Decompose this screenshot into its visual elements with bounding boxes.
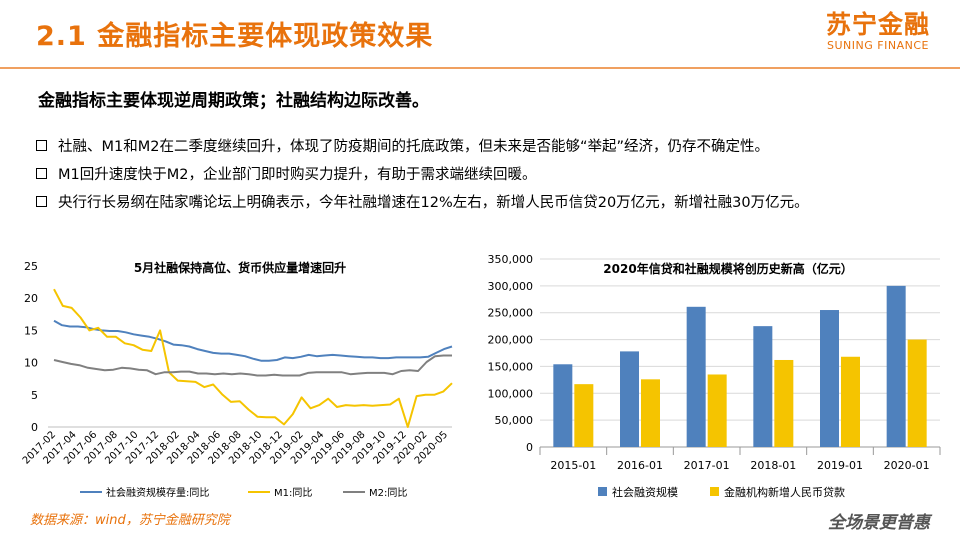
data-source: 数据来源：wind，苏宁金融研究院	[30, 513, 230, 528]
bullet-text: M1回升速度快于M2，企业部门即时购买力提升，有助于需求端继续回暖。	[58, 166, 537, 183]
subtitle: 金融指标主要体现逆周期政策；社融结构边际改善。	[38, 91, 429, 111]
legend-label: 社会融资规模	[612, 485, 678, 499]
y-tick-label: 0	[526, 441, 533, 454]
bar-chart: 2020年信贷和社融规模将创历史新高（亿元） 0 50,000 100,000 150…	[488, 253, 941, 499]
bar	[907, 339, 927, 447]
bar	[841, 356, 860, 447]
y-tick-label: 250,000	[488, 307, 534, 320]
x-tick-label: 2018-01	[750, 459, 796, 472]
checkbox-square-icon	[36, 139, 47, 151]
legend-label: M1:同比	[274, 487, 312, 499]
x-tick-label: 2015-01	[550, 459, 596, 472]
bullet-item: M1回升速度快于M2，企业部门即时购买力提升，有助于需求端继续回暖。	[36, 159, 936, 187]
y-tick-label: 15	[24, 324, 38, 337]
y-tick-label: 50,000	[495, 414, 534, 427]
bar	[686, 306, 706, 447]
bullet-item: 央行行长易纲在陆家嘴论坛上明确表示，今年社融增速在12%左右，新增人民币信贷20…	[36, 187, 936, 215]
bullet-text: 央行行长易纲在陆家嘴论坛上明确表示，今年社融增速在12%左右，新增人民币信贷20…	[58, 194, 809, 211]
y-tick-label: 5	[31, 389, 38, 402]
legend-swatch	[710, 487, 719, 496]
bar	[753, 326, 773, 447]
bar	[574, 384, 594, 447]
legend-label: 社会融资规模存量:同比	[106, 486, 209, 499]
y-tick-label: 100,000	[488, 387, 534, 400]
footer-slogan: 全场景更普惠	[828, 513, 930, 533]
series-line	[53, 288, 453, 428]
bar	[886, 285, 906, 447]
y-tick-label: 20	[24, 292, 38, 305]
x-tick-label: 2020-01	[884, 459, 930, 472]
header-divider	[0, 67, 960, 69]
bullet-item: 社融、M1和M2在二季度继续回升，体现了防疫期间的托底政策，但未来是否能够“举起…	[36, 131, 936, 159]
y-tick-label: 0	[31, 421, 38, 434]
logo-en: SUNING FINANCE	[827, 39, 929, 52]
y-tick-label: 200,000	[488, 334, 534, 347]
bar-chart-legend: 社会融资规模 金融机构新增人民币贷款	[598, 485, 845, 499]
legend-label: M2:同比	[369, 487, 407, 499]
page-title: 2.1 金融指标主要体现政策效果	[36, 21, 434, 52]
series-line	[53, 319, 453, 362]
y-tick-label: 10	[24, 357, 38, 370]
bar	[707, 374, 727, 447]
x-tick-label: 2019-01	[817, 459, 863, 472]
checkbox-square-icon	[36, 195, 47, 207]
legend-label: 金融机构新增人民币贷款	[724, 485, 845, 499]
bar	[774, 359, 794, 447]
checkbox-square-icon	[36, 167, 47, 179]
line-chart-legend: 社会融资规模存量:同比 M1:同比 M2:同比	[80, 486, 407, 499]
legend-swatch	[598, 487, 607, 496]
bullet-list: 社融、M1和M2在二季度继续回升，体现了防疫期间的托底政策，但未来是否能够“举起…	[36, 131, 936, 215]
bar	[641, 379, 660, 447]
bullet-text: 社融、M1和M2在二季度继续回升，体现了防疫期间的托底政策，但未来是否能够“举起…	[58, 138, 769, 155]
bar	[820, 310, 839, 447]
x-tick-label: 2016-01	[617, 459, 663, 472]
y-tick-label: 25	[24, 260, 38, 273]
series-line	[53, 354, 452, 377]
x-tick-label: 2017-01	[684, 459, 730, 472]
logo-cn: 苏宁金融	[825, 10, 930, 39]
bar	[553, 364, 573, 447]
bar-chart-title: 2020年信贷和社融规模将创历史新高（亿元）	[603, 261, 852, 276]
line-chart-title: 5月社融保持高位、货币供应量增速回升	[134, 260, 346, 275]
y-tick-label: 300,000	[488, 280, 534, 293]
y-tick-label: 350,000	[488, 253, 534, 266]
y-tick-label: 150,000	[488, 360, 534, 373]
bar	[620, 351, 639, 447]
brand-logo: 苏宁金融 SUNING FINANCE	[826, 10, 930, 52]
